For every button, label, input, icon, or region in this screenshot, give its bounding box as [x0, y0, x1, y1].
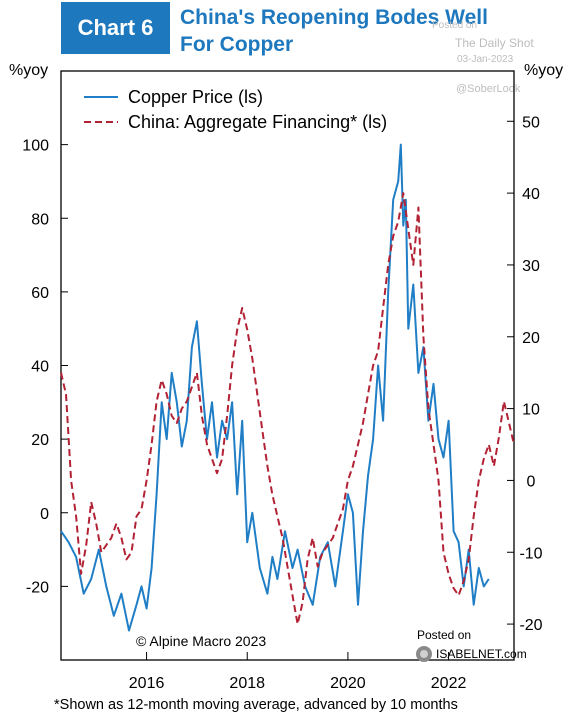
credit-text: © Alpine Macro 2023: [136, 633, 266, 649]
right-tick-label: -10: [519, 545, 542, 562]
isabelnet-text: ISABELNET.com: [436, 647, 527, 661]
right-axis-unit: %yoy: [524, 62, 564, 79]
left-tick-label: 100: [22, 138, 49, 155]
isabelnet-logo-icon: [416, 646, 432, 662]
left-tick-label: 20: [31, 432, 49, 449]
x-tick-label: 2020: [330, 675, 366, 692]
left-tick-label: 80: [31, 211, 49, 228]
watermark-handle: @SoberLook: [456, 83, 521, 95]
left-tick-label: 0: [40, 506, 49, 523]
chart-title: China's Reopening Bodes Well For Copper: [180, 4, 488, 58]
right-tick-label: 50: [522, 114, 540, 131]
left-tick-label: -20: [26, 579, 49, 596]
left-axis: -20 0 20 40 60 80 100: [22, 138, 68, 596]
series-line-financing: [60, 192, 515, 626]
right-tick-label: 40: [522, 186, 540, 203]
right-axis: -20 -10 0 10 20 30 40 50: [507, 114, 543, 634]
x-tick-label: 2022: [431, 675, 467, 692]
x-tick-label: 2018: [229, 675, 265, 692]
plot-frame: [60, 70, 515, 661]
left-tick-label: 40: [31, 359, 49, 376]
chart-number-badge: Chart 6: [61, 2, 170, 54]
x-axis: 2016 2018 2020 2022: [129, 652, 467, 692]
watermark-date: 03-Jan-2023: [457, 54, 514, 65]
right-tick-label: 30: [522, 258, 540, 275]
chart-title-line-1: China's Reopening Bodes Well: [180, 6, 488, 29]
right-tick-label: -20: [519, 617, 542, 634]
chart-title-line-2: For Copper: [180, 33, 294, 56]
series-line-copper: [60, 143, 490, 632]
legend-label-financing: China: Aggregate Financing* (ls): [128, 112, 387, 132]
x-tick-label: 2016: [129, 675, 165, 692]
legend-label-copper: Copper Price (ls): [128, 87, 263, 107]
series-layer: [60, 143, 515, 632]
footnote: *Shown as 12-month moving average, advan…: [54, 697, 458, 713]
legend: Copper Price (ls) China: Aggregate Finan…: [84, 87, 387, 132]
right-tick-label: 10: [522, 402, 540, 419]
left-tick-label: 60: [31, 285, 49, 302]
right-tick-label: 20: [522, 330, 540, 347]
right-tick-label: 0: [527, 473, 536, 490]
watermark-posted: Posted on: [432, 20, 478, 31]
left-axis-unit: %yoy: [9, 62, 49, 79]
watermark-site: The Daily Shot: [455, 36, 534, 50]
posted-on-text: Posted on: [417, 628, 471, 642]
